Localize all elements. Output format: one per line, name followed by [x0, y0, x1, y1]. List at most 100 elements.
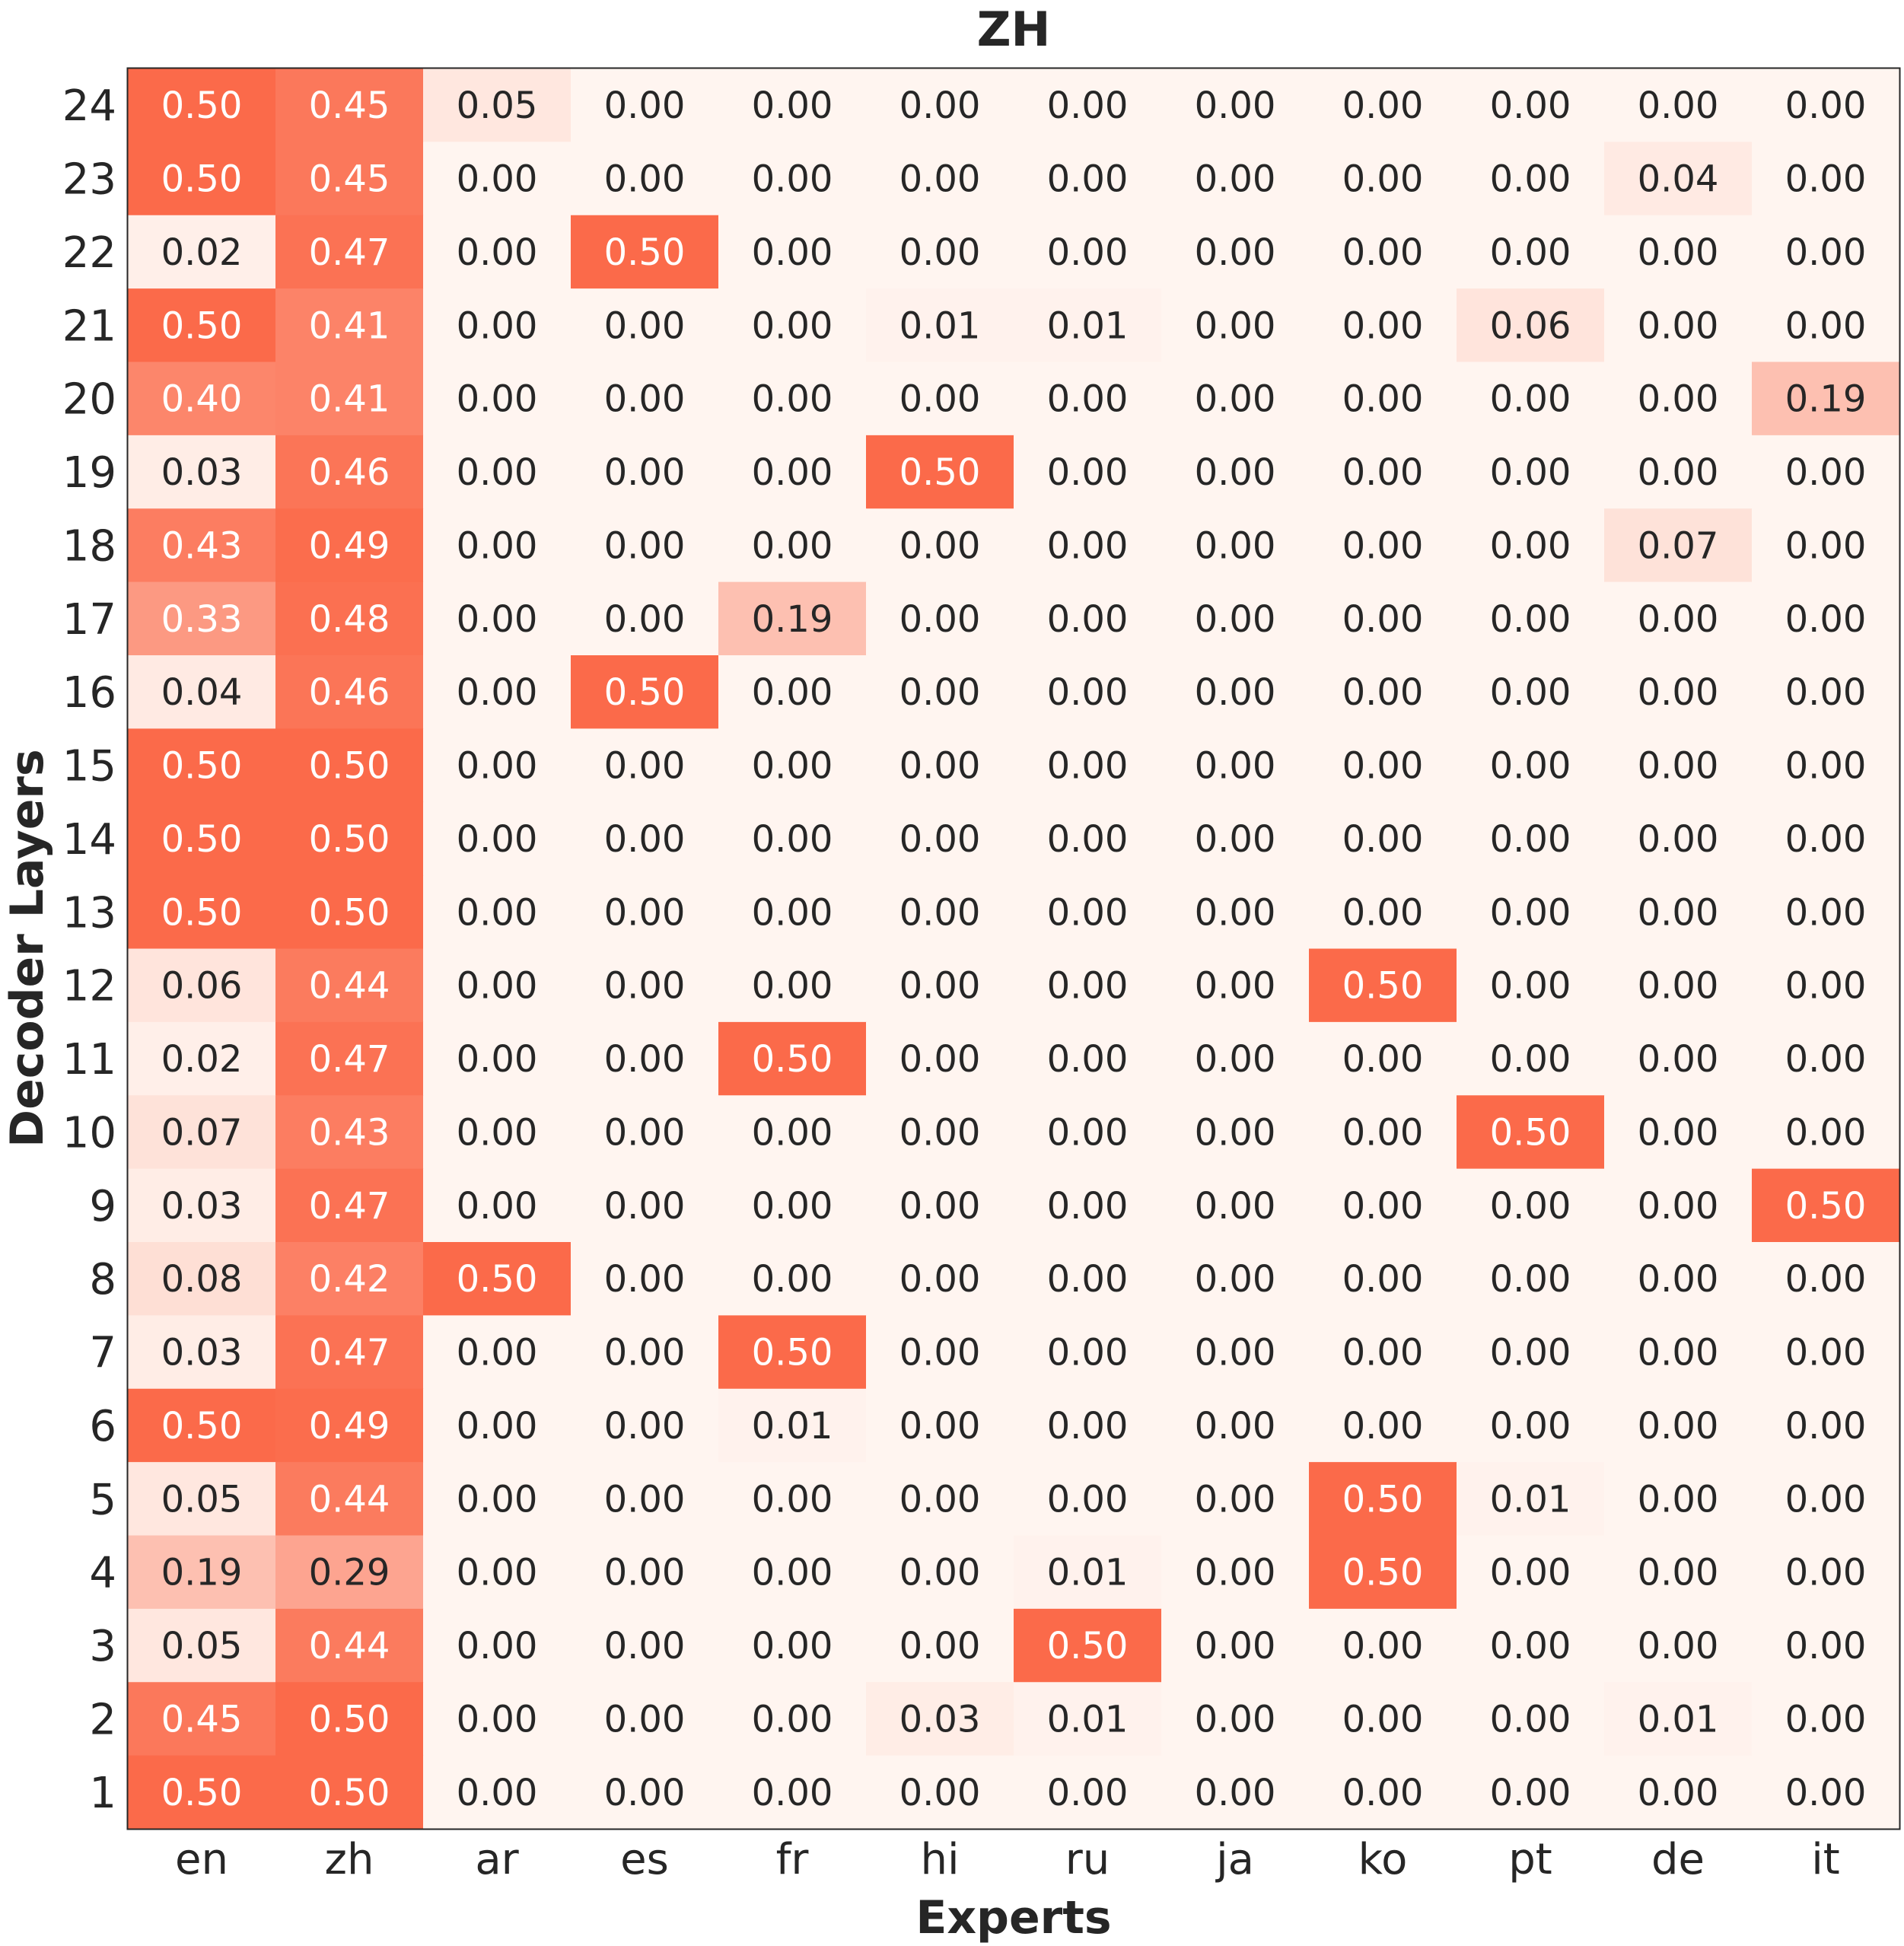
- cell-value-label: 0.00: [457, 1038, 538, 1081]
- cell-value-label: 0.00: [752, 1478, 833, 1521]
- cell-value-label: 0.00: [604, 598, 686, 641]
- y-tick-label: 2: [89, 1695, 116, 1744]
- cell-value-label: 0.00: [1342, 1332, 1424, 1374]
- heatmap-cell: [128, 1315, 276, 1390]
- cell-value-label: 0.01: [899, 304, 981, 347]
- cell-value-label: 0.42: [309, 1258, 390, 1301]
- cell-value-label: 0.50: [309, 1772, 390, 1814]
- heatmap-cell: [128, 1535, 276, 1610]
- cell-value-label: 0.00: [604, 1405, 686, 1448]
- heatmap-cell: [1309, 361, 1457, 436]
- cell-value-label: 0.50: [309, 745, 390, 788]
- heatmap-cell: [275, 1608, 424, 1683]
- cell-value-label: 0.05: [161, 1625, 243, 1667]
- heatmap-cell: [866, 1095, 1014, 1170]
- heatmap-cell: [275, 1315, 424, 1390]
- heatmap-cell: [866, 288, 1014, 362]
- cell-value-label: 0.00: [899, 1185, 981, 1228]
- cell-value-label: 0.00: [1490, 1625, 1571, 1667]
- cell-value-label: 0.00: [457, 745, 538, 788]
- cell-value-label: 0.00: [457, 1772, 538, 1814]
- heatmap-cell: [718, 1462, 867, 1536]
- heatmap-cell: [866, 142, 1014, 216]
- heatmap-cell: [1014, 655, 1162, 729]
- heatmap-cell: [866, 68, 1014, 142]
- cell-value-label: 0.00: [457, 451, 538, 494]
- cell-value-label: 0.46: [309, 671, 390, 714]
- cell-value-label: 0.00: [1785, 524, 1867, 567]
- cell-value-label: 0.50: [604, 231, 686, 274]
- cell-value-label: 0.48: [309, 598, 390, 641]
- cell-value-label: 0.00: [1342, 1625, 1424, 1667]
- cell-value-label: 0.00: [457, 965, 538, 1008]
- heatmap-cell: [718, 68, 867, 142]
- heatmap-cell: [423, 1021, 572, 1096]
- heatmap-cell: [275, 68, 424, 142]
- chart-title: ZH: [977, 2, 1051, 57]
- cell-value-label: 0.50: [457, 1258, 538, 1301]
- heatmap-cell: [423, 215, 572, 289]
- heatmap-cell: [1014, 801, 1162, 876]
- cell-value-label: 0.00: [1195, 965, 1276, 1008]
- heatmap-cell: [718, 435, 867, 509]
- cell-value-label: 0.00: [1047, 84, 1129, 127]
- cell-value-label: 0.19: [752, 598, 833, 641]
- cell-value-label: 0.00: [1195, 1332, 1276, 1374]
- heatmap-cell: [1604, 1168, 1753, 1243]
- heatmap-cell: [1457, 1388, 1605, 1463]
- heatmap-cell: [1161, 361, 1310, 436]
- heatmap-cell: [1309, 1388, 1457, 1463]
- y-tick-label: 18: [62, 521, 116, 571]
- heatmap-cell: [275, 875, 424, 949]
- cell-value-label: 0.00: [1342, 84, 1424, 127]
- heatmap-cell: [128, 508, 276, 583]
- cell-value-label: 0.00: [1342, 671, 1424, 714]
- y-tick-label: 20: [62, 375, 116, 425]
- cell-value-label: 0.00: [604, 891, 686, 934]
- cell-value-label: 0.46: [309, 451, 390, 494]
- cell-value-label: 0.00: [1342, 745, 1424, 788]
- y-tick-label: 16: [62, 668, 116, 718]
- heatmap-cell: [423, 1388, 572, 1463]
- heatmap-cell: [1457, 215, 1605, 289]
- heatmap-cell: [1457, 1755, 1605, 1830]
- cell-value-label: 0.00: [1785, 965, 1867, 1008]
- heatmap-cell: [1309, 1755, 1457, 1830]
- heatmap-cell: [423, 142, 572, 216]
- cell-value-label: 0.00: [1490, 378, 1571, 421]
- cell-value-label: 0.00: [899, 1478, 981, 1521]
- cell-value-label: 0.00: [1047, 671, 1129, 714]
- heatmap-cell: [1309, 508, 1457, 583]
- heatmap-cell: [1604, 728, 1753, 803]
- cell-value-label: 0.00: [1638, 671, 1719, 714]
- heatmap-cell: [1161, 508, 1310, 583]
- cell-value-label: 0.04: [1638, 158, 1719, 201]
- cell-value-label: 0.00: [1047, 231, 1129, 274]
- x-tick-label: ar: [475, 1835, 519, 1884]
- cell-value-label: 0.00: [1047, 1258, 1129, 1301]
- cell-value-label: 0.00: [899, 524, 981, 567]
- heatmap-cell: [1752, 1755, 1900, 1830]
- plot-frame: [126, 67, 1901, 1830]
- cell-value-label: 0.00: [1490, 891, 1571, 934]
- heatmap-cell: [1604, 801, 1753, 876]
- cell-value-label: 0.00: [1785, 1258, 1867, 1301]
- cell-value-label: 0.00: [1638, 1332, 1719, 1374]
- cell-value-label: 0.01: [1047, 304, 1129, 347]
- heatmap-cell: [1014, 435, 1162, 509]
- cell-value-label: 0.50: [161, 304, 243, 347]
- heatmap-cell: [128, 1021, 276, 1096]
- cell-value-label: 0.00: [1638, 965, 1719, 1008]
- cell-value-label: 0.00: [1490, 1552, 1571, 1594]
- cell-value-label: 0.00: [1785, 671, 1867, 714]
- heatmap-cell: [275, 435, 424, 509]
- heatmap-cell: [1161, 1168, 1310, 1243]
- heatmap-cell: [1752, 1168, 1900, 1243]
- cell-value-label: 0.00: [1638, 1552, 1719, 1594]
- cell-value-label: 0.00: [1342, 231, 1424, 274]
- cell-value-label: 0.00: [752, 1625, 833, 1667]
- cell-value-label: 0.00: [1342, 524, 1424, 567]
- cell-value-label: 0.00: [1047, 378, 1129, 421]
- heatmap-cell: [1752, 1535, 1900, 1610]
- heatmap-cell: [423, 508, 572, 583]
